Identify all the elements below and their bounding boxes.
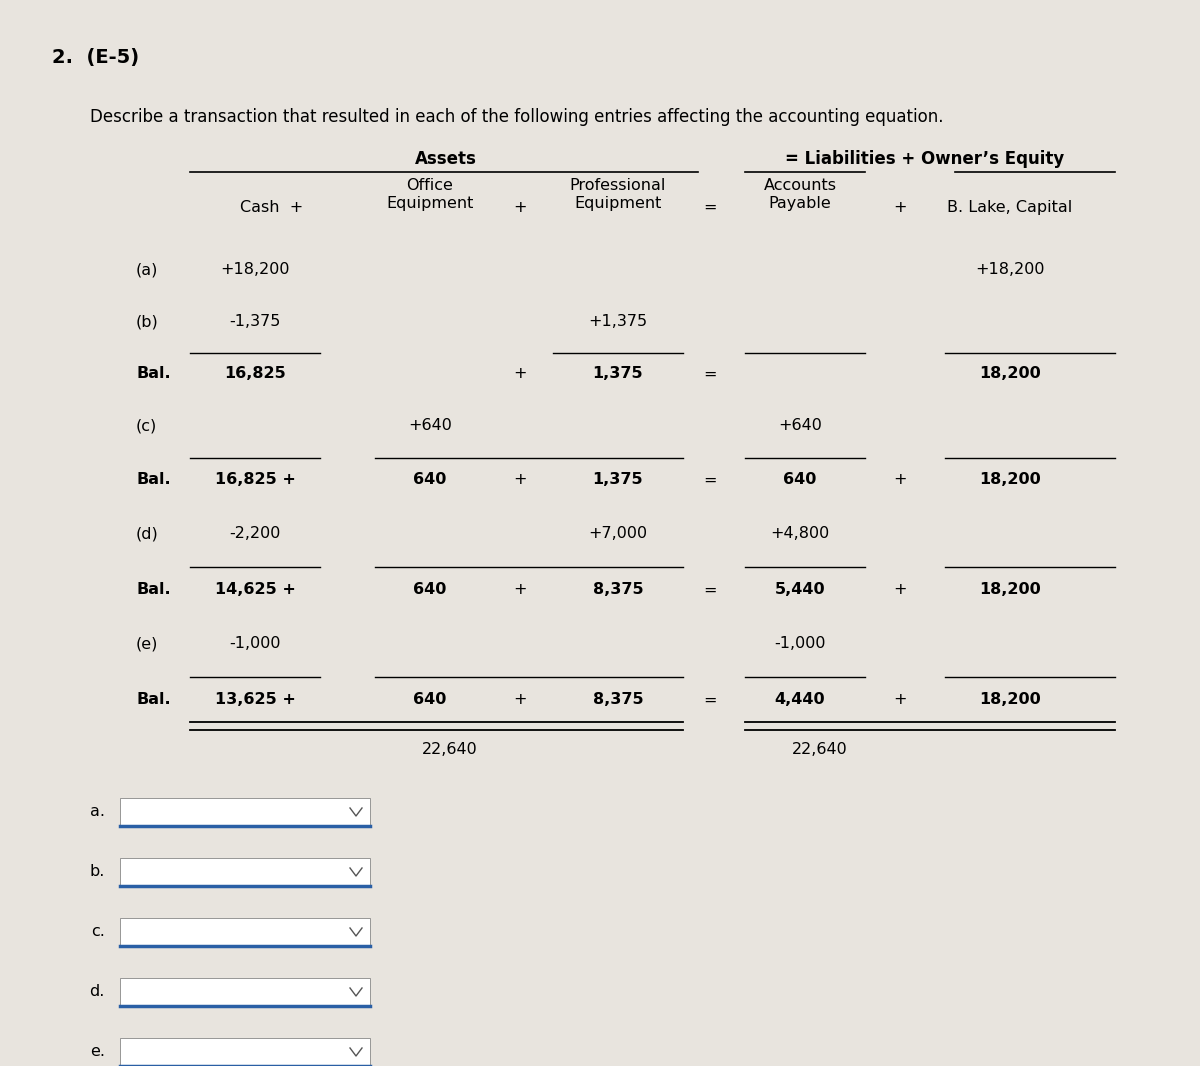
Text: +: + — [514, 693, 527, 708]
Text: Bal.: Bal. — [136, 367, 170, 382]
Text: 14,625 +: 14,625 + — [215, 582, 295, 598]
Text: (b): (b) — [136, 314, 158, 329]
Text: 5,440: 5,440 — [775, 582, 826, 598]
Text: -1,000: -1,000 — [229, 636, 281, 651]
Text: 1,375: 1,375 — [593, 367, 643, 382]
Text: Equipment: Equipment — [575, 196, 661, 211]
Text: +: + — [893, 693, 907, 708]
Text: +: + — [514, 472, 527, 487]
Text: Describe a transaction that resulted in each of the following entries affecting : Describe a transaction that resulted in … — [90, 108, 943, 126]
Bar — [120, 858, 370, 886]
Text: 640: 640 — [413, 693, 446, 708]
Text: B. Lake, Capital: B. Lake, Capital — [947, 200, 1073, 215]
Text: b.: b. — [90, 865, 106, 879]
Text: = Liabilities + Owner’s Equity: = Liabilities + Owner’s Equity — [785, 150, 1064, 168]
Text: (a): (a) — [136, 262, 158, 277]
Text: Bal.: Bal. — [136, 472, 170, 487]
Text: +7,000: +7,000 — [588, 527, 648, 542]
Text: 16,825: 16,825 — [224, 367, 286, 382]
Text: +1,375: +1,375 — [588, 314, 648, 329]
Text: Payable: Payable — [769, 196, 832, 211]
Text: Professional: Professional — [570, 178, 666, 193]
Text: Assets: Assets — [415, 150, 476, 168]
Text: Equipment: Equipment — [386, 196, 474, 211]
Text: 22,640: 22,640 — [792, 743, 848, 758]
Text: e.: e. — [90, 1045, 106, 1060]
Text: 4,440: 4,440 — [775, 693, 826, 708]
Text: +: + — [514, 367, 527, 382]
Text: a.: a. — [90, 805, 106, 820]
Text: Bal.: Bal. — [136, 582, 170, 598]
Text: 18,200: 18,200 — [979, 472, 1040, 487]
Text: =: = — [703, 200, 716, 215]
Text: +: + — [893, 472, 907, 487]
Text: Bal.: Bal. — [136, 693, 170, 708]
Text: 640: 640 — [413, 472, 446, 487]
Text: +: + — [514, 200, 527, 215]
Bar — [120, 1038, 370, 1066]
Text: 8,375: 8,375 — [593, 693, 643, 708]
Text: (d): (d) — [136, 527, 158, 542]
Text: 18,200: 18,200 — [979, 582, 1040, 598]
Text: =: = — [703, 367, 716, 382]
Text: Accounts: Accounts — [763, 178, 836, 193]
Text: +4,800: +4,800 — [770, 527, 829, 542]
Text: 13,625 +: 13,625 + — [215, 693, 295, 708]
Text: +18,200: +18,200 — [976, 262, 1045, 277]
Text: -1,375: -1,375 — [229, 314, 281, 329]
Text: (c): (c) — [136, 419, 157, 434]
Bar — [120, 918, 370, 946]
Text: 16,825 +: 16,825 + — [215, 472, 295, 487]
Text: 8,375: 8,375 — [593, 582, 643, 598]
Text: =: = — [703, 693, 716, 708]
Text: =: = — [703, 582, 716, 598]
Text: +640: +640 — [778, 419, 822, 434]
Text: +18,200: +18,200 — [221, 262, 289, 277]
Text: Cash  +: Cash + — [240, 200, 304, 215]
Text: 1,375: 1,375 — [593, 472, 643, 487]
Text: Office: Office — [407, 178, 454, 193]
Text: 22,640: 22,640 — [422, 743, 478, 758]
Text: +: + — [893, 582, 907, 598]
Text: 640: 640 — [784, 472, 817, 487]
Text: (e): (e) — [136, 636, 158, 651]
Text: +640: +640 — [408, 419, 452, 434]
Text: 18,200: 18,200 — [979, 693, 1040, 708]
Text: +: + — [514, 582, 527, 598]
Text: d.: d. — [90, 985, 106, 1000]
Text: -2,200: -2,200 — [229, 527, 281, 542]
Text: +: + — [893, 200, 907, 215]
Text: 2.  (E-5): 2. (E-5) — [52, 48, 139, 67]
Text: 18,200: 18,200 — [979, 367, 1040, 382]
Text: c.: c. — [91, 924, 106, 939]
Bar — [120, 798, 370, 826]
Text: -1,000: -1,000 — [774, 636, 826, 651]
Text: =: = — [703, 472, 716, 487]
Bar — [120, 978, 370, 1006]
Text: 640: 640 — [413, 582, 446, 598]
